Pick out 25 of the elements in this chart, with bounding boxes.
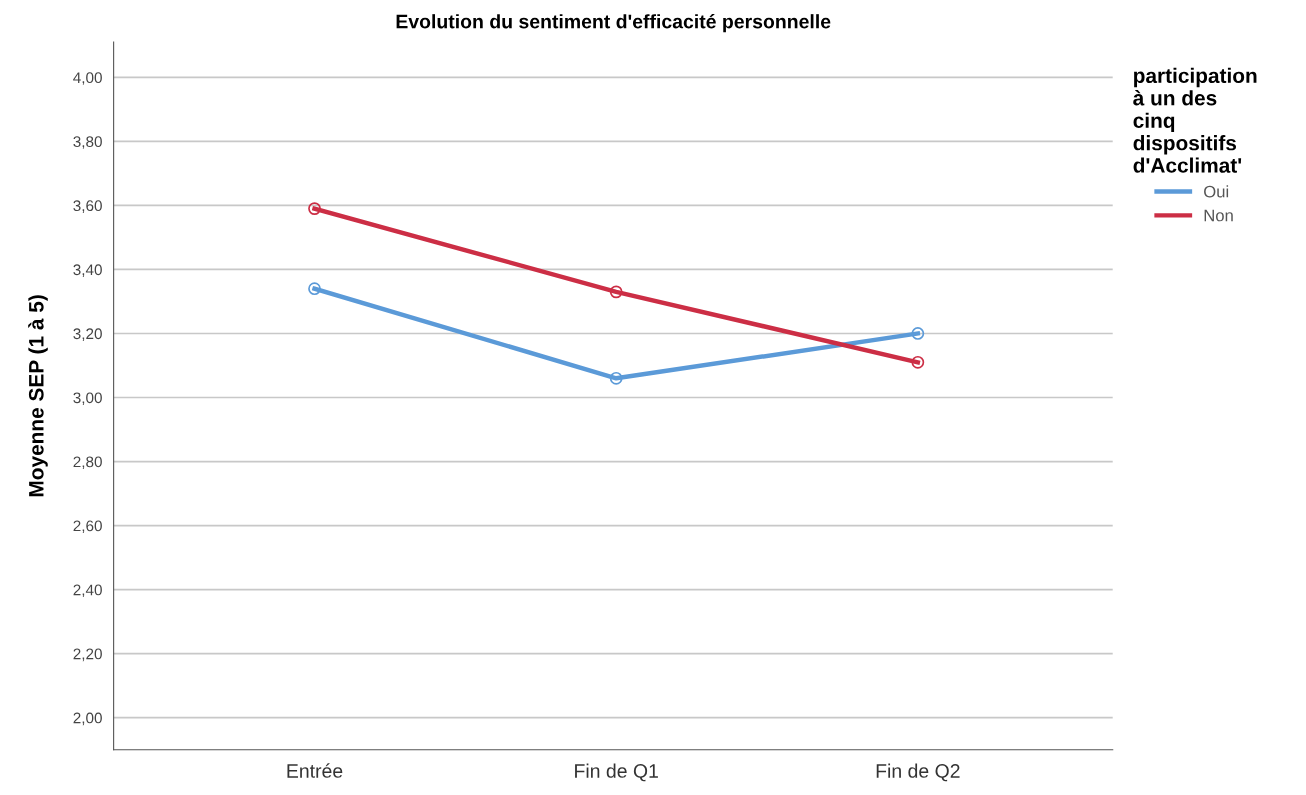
point <box>609 285 623 299</box>
legend-title: participation à un des cinq dispositifs d'Acclimat' <box>1133 67 1257 173</box>
y-tick-label: 4,00 <box>73 72 102 85</box>
y-tick-label: 3,60 <box>73 200 102 213</box>
point <box>308 282 321 296</box>
y-tick-label: 2,20 <box>73 648 102 662</box>
x-tick-label: Fin de Q1 <box>575 763 658 782</box>
legend-label: Non <box>1204 209 1233 222</box>
x-tick-label: Entrée <box>287 763 343 778</box>
point <box>308 202 321 216</box>
y-axis-title: Moyenne SEP (1 à 5) <box>28 295 48 497</box>
y-tick-label: 2,60 <box>73 520 102 534</box>
y-tick-label: 3,20 <box>73 328 102 341</box>
point <box>609 371 623 385</box>
point <box>911 355 925 369</box>
y-tick-label: 2,00 <box>73 712 102 726</box>
legend-label: Oui <box>1204 185 1229 198</box>
chart-title: Evolution du sentiment d'efficacité personnelle <box>396 13 831 33</box>
y-tick-label: 3,00 <box>73 392 102 405</box>
x-tick-label: Fin de Q2 <box>876 763 960 782</box>
y-tick-label: 2,80 <box>73 456 102 470</box>
point <box>911 327 925 340</box>
y-tick-label: 2,40 <box>73 584 102 598</box>
y-tick-label: 3,40 <box>73 264 102 277</box>
y-tick-label: 3,80 <box>73 136 102 149</box>
